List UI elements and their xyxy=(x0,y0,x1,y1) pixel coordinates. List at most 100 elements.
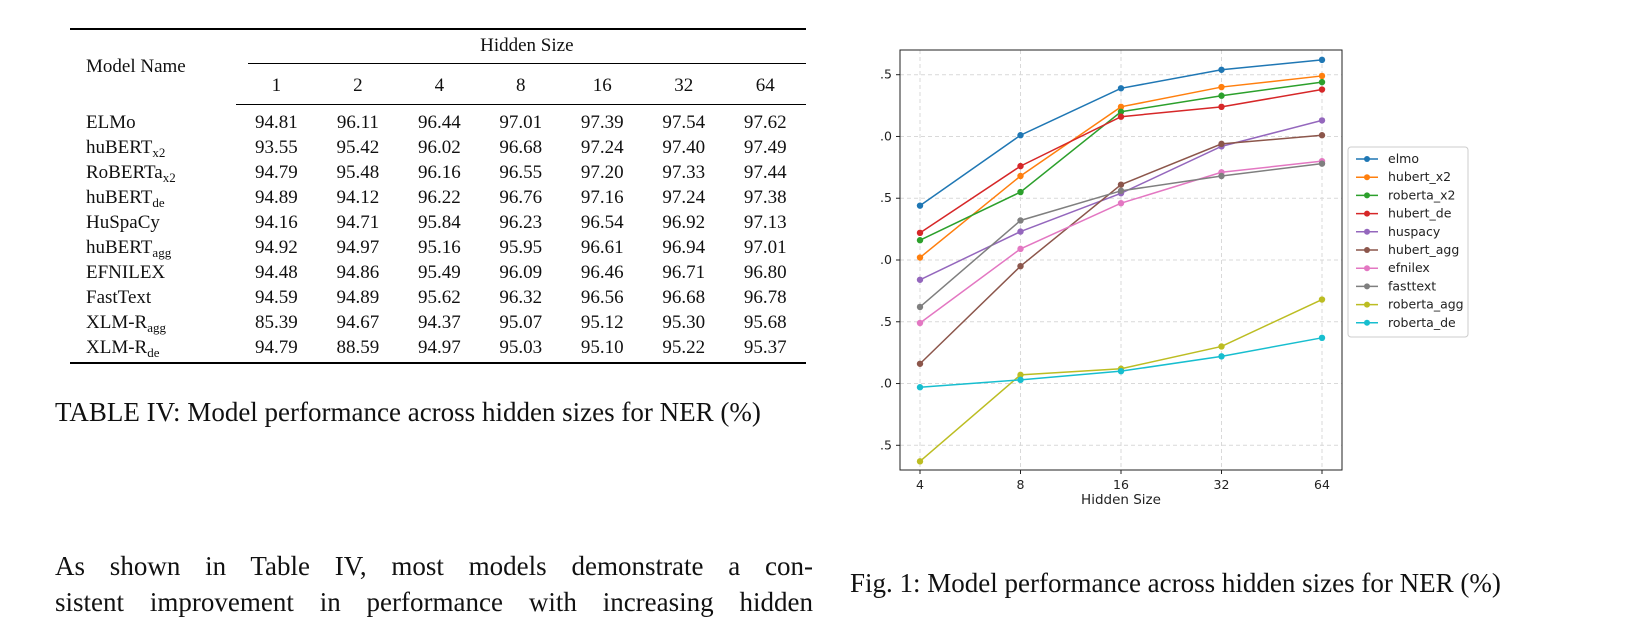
value-cell: 94.79 xyxy=(255,162,298,183)
model-name-subscript: x2 xyxy=(162,170,176,185)
value-cell: 95.48 xyxy=(336,162,380,183)
data-point-huspacy xyxy=(916,276,924,283)
data-point-elmo xyxy=(1117,85,1125,92)
data-point-roberta_x2 xyxy=(916,237,924,244)
value-cell: 94.59 xyxy=(255,287,298,308)
value-cell: 95.95 xyxy=(499,237,543,258)
data-point-elmo xyxy=(916,202,924,209)
model-name: huBERT xyxy=(86,137,153,158)
size-header-cell: 1 xyxy=(235,68,318,105)
value-cell: 96.54 xyxy=(580,212,624,233)
value-cell: 95.84 xyxy=(417,212,461,233)
value-cell: 96.61 xyxy=(580,237,624,258)
value-cell: 94.92 xyxy=(255,237,298,258)
data-point-elmo xyxy=(1218,66,1225,73)
size-header-cell: 32 xyxy=(642,68,725,105)
value-cell: 96.71 xyxy=(662,262,706,283)
data-point-roberta_x2 xyxy=(1017,188,1024,196)
header-model-name: Model Name xyxy=(70,28,236,105)
value-cell: 97.62 xyxy=(743,112,787,133)
data-point-roberta_agg xyxy=(1218,343,1225,350)
data-point-hubert_de xyxy=(1117,113,1125,120)
model-name-subscript: x2 xyxy=(152,145,166,160)
model-name-cell: huBERTde xyxy=(70,185,236,210)
x-tick-label: 32 xyxy=(1214,477,1230,492)
model-name-cell: huBERTx2 xyxy=(70,135,236,160)
value-cell: 97.49 xyxy=(743,137,787,158)
model-name: ELMo xyxy=(86,111,136,133)
header-hidden-size-label: Hidden Size xyxy=(480,34,574,56)
size-header-cell: 8 xyxy=(480,68,562,105)
table-caption: TABLE IV: Model performance across hidde… xyxy=(55,397,761,427)
data-point-hubert_agg xyxy=(1117,181,1125,188)
value-cell: 95.07 xyxy=(499,312,543,333)
value-cell: 96.56 xyxy=(580,287,624,308)
model-name-cell: ELMo xyxy=(70,105,236,136)
value-cell: 94.89 xyxy=(336,287,380,308)
data-point-hubert_agg xyxy=(1318,132,1326,139)
data-point-roberta_de xyxy=(1318,334,1326,342)
legend-entry-hubert_agg: hubert_agg xyxy=(1388,242,1459,257)
legend-swatch-marker xyxy=(1364,174,1370,181)
table-row: ELMo 94.81 96.11 96.44 97.01 97.39 97.54 97.62 xyxy=(70,105,806,136)
y-tick-label: 95.5 xyxy=(880,314,892,329)
value-cell: 94.12 xyxy=(336,187,380,208)
paragraph-line: As shown in Table IV, most models demons… xyxy=(55,551,813,581)
value-cell: 95.68 xyxy=(743,312,787,333)
table-row: RoBERTax2 94.79 95.48 96.16 96.55 97.20 97.33 9… xyxy=(70,160,806,185)
legend-swatch-marker xyxy=(1364,228,1370,235)
value-cell: 97.54 xyxy=(662,112,706,133)
legend-swatch-marker xyxy=(1364,156,1370,162)
value-cell: 97.38 xyxy=(743,187,787,208)
value-cell: 95.22 xyxy=(642,335,725,364)
value-cell: 94.86 xyxy=(336,262,380,283)
data-point-roberta_agg xyxy=(1318,296,1326,303)
table-row: HuSpaCy 94.16 94.71 95.84 96.23 96.54 96.92 97.… xyxy=(70,210,806,235)
data-point-elmo xyxy=(1017,132,1024,139)
data-point-roberta_agg xyxy=(916,458,924,465)
model-name-cell: XLM-Ragg xyxy=(70,310,236,335)
data-point-hubert_agg xyxy=(1218,140,1225,148)
value-cell: 96.02 xyxy=(417,137,461,158)
data-point-efnilex xyxy=(1117,199,1125,207)
data-point-roberta_agg xyxy=(1017,371,1024,379)
data-point-efnilex xyxy=(916,319,924,327)
model-name: huBERT xyxy=(86,237,153,258)
model-name: XLM-R xyxy=(86,337,148,358)
legend-entry-hubert_x2: hubert_x2 xyxy=(1388,169,1451,184)
value-cell: 96.16 xyxy=(417,162,461,183)
value-cell: 96.09 xyxy=(499,262,543,283)
value-cell: 94.71 xyxy=(336,212,380,233)
model-name-cell: RoBERTax2 xyxy=(70,160,236,185)
results-table-container: Model Name Hidden Size 1 2 4 8 16 32 64 ELMo 94… xyxy=(70,28,806,364)
data-point-huspacy xyxy=(1318,117,1326,124)
data-point-hubert_x2 xyxy=(1117,103,1125,111)
table-row: FastText 94.59 94.89 95.62 96.32 96.56 96.68 96… xyxy=(70,285,806,310)
value-cell: 85.39 xyxy=(255,312,298,333)
data-point-hubert_x2 xyxy=(1218,83,1225,91)
value-cell: 96.80 xyxy=(743,262,787,283)
value-cell: 97.24 xyxy=(580,137,624,158)
model-name-subscript: agg xyxy=(152,245,172,260)
value-cell: 94.97 xyxy=(398,335,481,364)
data-point-hubert_de xyxy=(1017,162,1024,170)
legend-box xyxy=(1347,146,1469,338)
value-cell: 96.46 xyxy=(580,262,624,283)
data-point-elmo xyxy=(1318,56,1326,64)
value-cell: 96.11 xyxy=(336,112,379,133)
value-cell: 97.13 xyxy=(743,212,787,233)
legend-swatch-marker xyxy=(1364,319,1370,326)
legend-swatch-marker xyxy=(1364,247,1370,253)
y-tick-label: 94.5 xyxy=(880,437,892,452)
model-name: RoBERTa xyxy=(86,162,163,183)
value-cell: 96.92 xyxy=(662,212,706,233)
value-cell: 96.44 xyxy=(417,112,461,133)
results-table: Model Name Hidden Size 1 2 4 8 16 32 64 ELMo 94… xyxy=(70,28,806,364)
legend-swatch-marker xyxy=(1364,301,1370,308)
performance-line-chart: 94.5 95.0 95.5 96.0 96.5 97.0 97.5 4 8 16 32 64 Hidd… xyxy=(880,49,1469,508)
legend-entry-fasttext: fasttext xyxy=(1388,278,1436,293)
body-paragraph: As shown in Table IV, most models demons… xyxy=(55,548,813,620)
model-name: XLM-R xyxy=(86,312,148,333)
value-cell: 94.89 xyxy=(255,187,298,208)
size-header-cell: 64 xyxy=(724,68,806,105)
